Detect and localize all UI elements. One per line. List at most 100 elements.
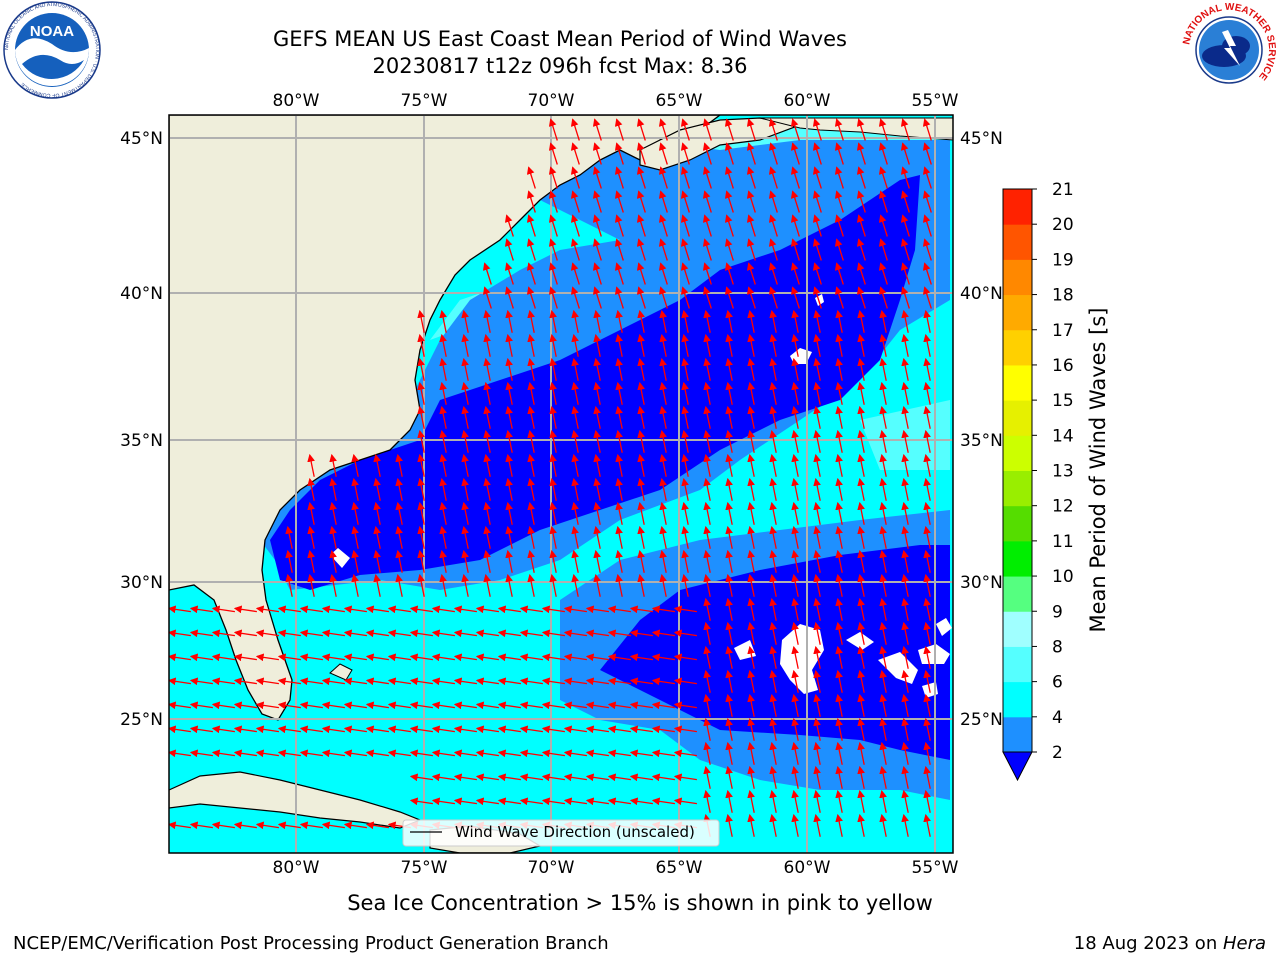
colorbar-tick-label: 2 — [1052, 743, 1063, 763]
wave-direction-arrow — [813, 549, 821, 573]
wave-direction-arrow — [769, 333, 777, 357]
wave-direction-arrow — [431, 773, 455, 782]
map-border — [168, 114, 954, 854]
wave-direction-arrow — [724, 118, 734, 141]
wave-direction-arrow — [169, 725, 191, 734]
wave-direction-arrow — [725, 525, 733, 549]
colorbar-tick-label: 8 — [1052, 637, 1063, 657]
wave-direction-arrow — [526, 286, 536, 309]
wave-direction-arrow — [747, 621, 755, 645]
wave-direction-arrow — [725, 813, 733, 837]
wave-direction-arrow — [307, 573, 315, 597]
wave-direction-arrow — [548, 214, 558, 237]
wave-direction-arrow — [505, 429, 513, 453]
wave-direction-arrow — [571, 357, 579, 381]
lat-label-right: 25°N — [960, 710, 1003, 730]
wave-direction-arrow — [747, 309, 755, 333]
wave-direction-arrow — [343, 701, 367, 710]
wave-direction-arrow — [439, 429, 447, 453]
wave-direction-arrow — [431, 725, 455, 734]
wave-direction-arrow — [395, 525, 403, 549]
wave-direction-arrow — [439, 573, 447, 597]
wave-direction-arrow — [592, 214, 602, 237]
wave-direction-arrow — [365, 749, 389, 758]
wave-direction-arrow — [395, 477, 403, 501]
wave-direction-arrow — [813, 645, 821, 669]
wave-direction-arrow — [497, 797, 521, 806]
wave-direction-arrow — [923, 453, 931, 477]
wave-direction-arrow — [791, 621, 799, 645]
wave-direction-arrow — [277, 653, 301, 662]
wave-direction-arrow — [593, 573, 601, 597]
wave-direction-arrow — [417, 453, 425, 477]
wave-direction-arrow — [607, 701, 631, 710]
colorbar-extend-min — [1002, 751, 1033, 782]
wave-direction-arrow — [769, 765, 777, 789]
wave-direction-arrow — [658, 118, 668, 141]
wave-direction-arrow — [343, 629, 367, 638]
wave-direction-arrow — [614, 262, 624, 285]
wave-direction-arrow — [365, 677, 389, 686]
wave-direction-arrow — [299, 605, 323, 614]
wave-direction-arrow — [879, 453, 887, 477]
wave-direction-arrow — [548, 262, 558, 285]
wave-direction-arrow — [527, 453, 535, 477]
wave-direction-arrow — [321, 725, 345, 734]
wave-direction-arrow — [813, 717, 821, 741]
wave-direction-arrow — [527, 549, 535, 573]
wave-direction-arrow — [900, 262, 910, 285]
wave-direction-arrow — [475, 653, 499, 662]
wave-direction-arrow — [659, 525, 667, 549]
colorbar-segment — [1003, 470, 1032, 507]
wave-direction-arrow — [571, 309, 579, 333]
chart-subtitle: 20230817 t12z 096h fcst Max: 8.36 — [372, 54, 748, 78]
wave-direction-arrow — [857, 381, 865, 405]
wave-direction-arrow — [629, 677, 653, 686]
wave-direction-arrow — [593, 525, 601, 549]
wave-direction-arrow — [593, 381, 601, 405]
wave-direction-arrow — [725, 789, 733, 813]
wave-direction-arrow — [835, 813, 843, 837]
colorbar-tick-label: 20 — [1052, 215, 1074, 235]
wave-direction-arrow — [791, 813, 799, 837]
wave-direction-arrow — [835, 597, 843, 621]
wave-direction-arrow — [791, 597, 799, 621]
lat-label-left: 35°N — [120, 431, 163, 451]
wave-direction-arrow — [329, 549, 337, 573]
wave-direction-arrow — [835, 525, 843, 549]
wave-direction-arrow — [387, 749, 411, 758]
wave-direction-arrow — [879, 309, 887, 333]
wave-direction-arrow — [681, 405, 689, 429]
colorbar-segment — [1003, 681, 1032, 718]
lon-label-bottom: 65°W — [656, 858, 703, 878]
wave-direction-arrow — [417, 477, 425, 501]
wave-direction-arrow — [923, 333, 931, 357]
wave-direction-arrow — [570, 262, 580, 285]
wave-direction-arrow — [387, 653, 411, 662]
wave-direction-arrow — [307, 477, 315, 501]
wave-direction-arrow — [629, 653, 653, 662]
wave-direction-arrow — [923, 717, 931, 741]
wave-direction-arrow — [497, 677, 521, 686]
wave-direction-arrow — [681, 357, 689, 381]
wave-direction-arrow — [923, 621, 931, 645]
wave-direction-arrow — [901, 573, 909, 597]
wave-direction-arrow — [791, 789, 799, 813]
wave-direction-arrow — [673, 725, 697, 734]
wave-direction-arrow — [725, 453, 733, 477]
colorbar-tick-label: 10 — [1052, 567, 1074, 587]
wave-direction-arrow — [813, 597, 821, 621]
wave-direction-arrow — [593, 549, 601, 573]
wave-direction-arrow — [592, 286, 602, 309]
wave-direction-arrow — [519, 677, 543, 686]
wave-direction-arrow — [527, 525, 535, 549]
wave-direction-arrow — [702, 118, 712, 141]
wave-direction-arrow — [835, 621, 843, 645]
wave-direction-arrow — [277, 701, 301, 710]
wave-direction-arrow — [769, 789, 777, 813]
wave-direction-arrow — [879, 813, 887, 837]
wave-direction-arrow — [541, 653, 565, 662]
wave-direction-arrow — [791, 309, 799, 333]
wave-direction-arrow — [475, 677, 499, 686]
wave-direction-arrow — [901, 477, 909, 501]
